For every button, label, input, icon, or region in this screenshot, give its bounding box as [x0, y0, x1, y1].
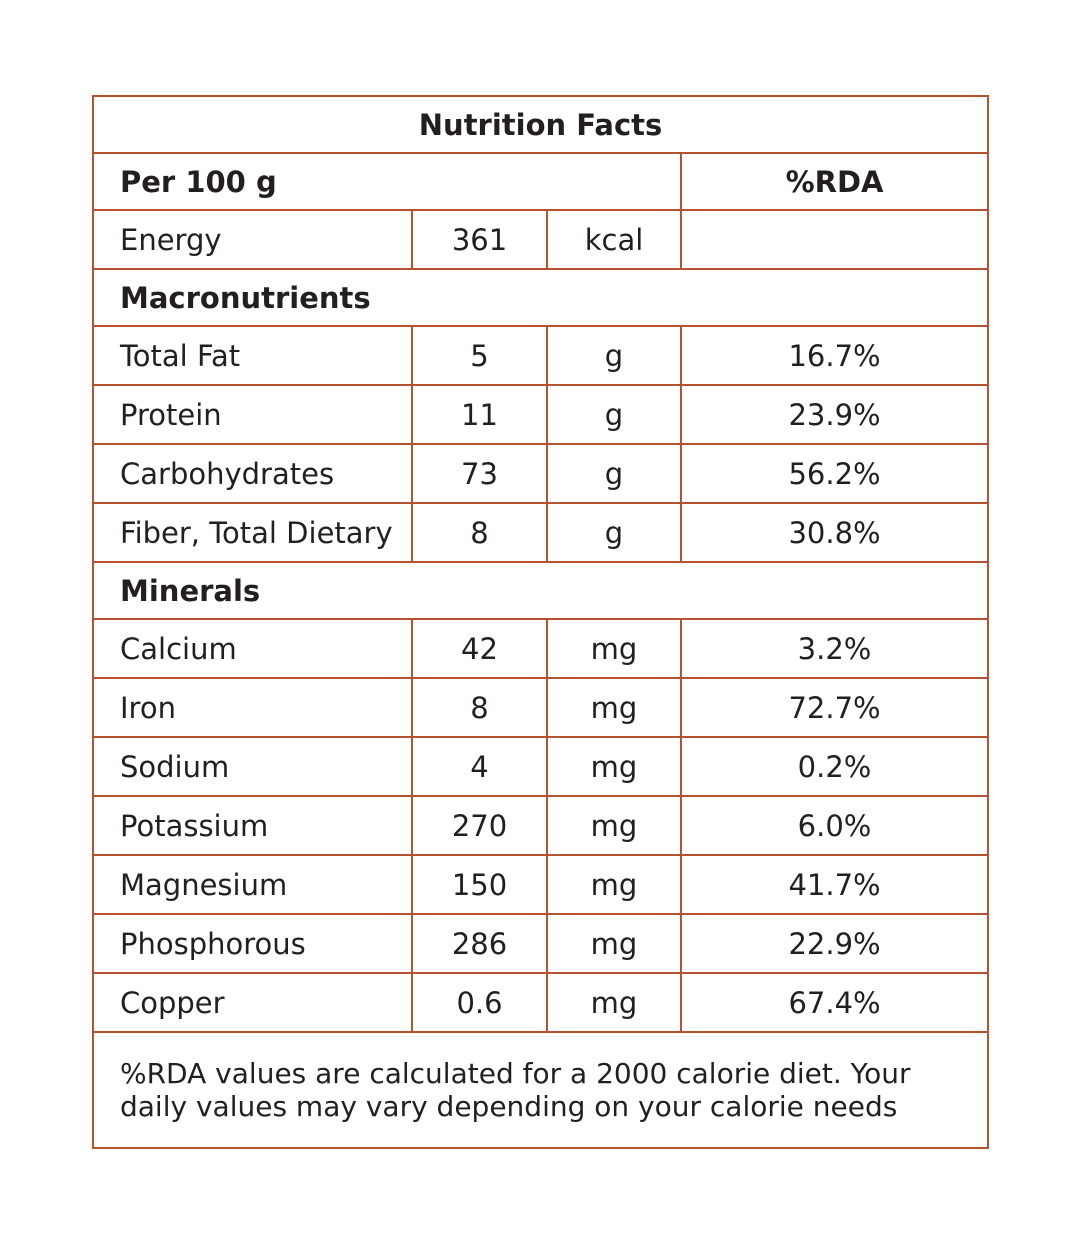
rda: 41.7%: [679, 854, 990, 915]
nutrient-name: Carbohydrates: [92, 443, 413, 504]
nutrient-name: Calcium: [92, 618, 413, 679]
header-row: Per 100 g %RDA: [92, 152, 990, 211]
nutrient-name: Protein: [92, 384, 413, 445]
nutrient-name: Phosphorous: [92, 913, 413, 974]
per-label: Per 100 g: [92, 152, 682, 211]
section-title: Minerals: [91, 561, 990, 620]
nutrient-name: Sodium: [92, 736, 413, 797]
nutrient-row: Calcium 42 mg 3.2%: [92, 618, 990, 679]
nutrient-row: Iron 8 mg 72.7%: [92, 677, 990, 738]
nutrient-name: Fiber, Total Dietary: [92, 502, 413, 563]
nutrient-name: Energy: [92, 209, 413, 270]
unit: mg: [546, 677, 682, 738]
nutrient-name: Copper: [92, 972, 413, 1033]
section-row: Minerals: [91, 561, 990, 620]
nutrient-name: Magnesium: [92, 854, 413, 915]
amount: 8: [411, 502, 548, 563]
rda: 22.9%: [679, 913, 990, 974]
nutrient-name: Potassium: [92, 795, 413, 856]
rda: 72.7%: [679, 677, 990, 738]
nutrient-row: Copper 0.6 mg 67.4%: [92, 972, 990, 1033]
rda: 6.0%: [679, 795, 990, 856]
footnote-row: %RDA values are calculated for a 2000 ca…: [91, 1031, 990, 1149]
amount: 286: [411, 913, 548, 974]
rda: 16.7%: [679, 325, 990, 386]
section-title: Macronutrients: [91, 268, 990, 327]
nutrient-row: Phosphorous 286 mg 22.9%: [92, 913, 990, 974]
nutrient-row: Carbohydrates 73 g 56.2%: [92, 443, 990, 504]
nutrient-row: Potassium 270 mg 6.0%: [92, 795, 990, 856]
unit: mg: [546, 736, 682, 797]
energy-row: Energy 361 kcal: [92, 209, 990, 270]
amount: 11: [411, 384, 548, 445]
unit: mg: [546, 972, 682, 1033]
nutrient-name: Iron: [92, 677, 413, 738]
empty-cell: [679, 209, 990, 270]
table-title: Nutrition Facts: [91, 95, 990, 154]
rda: 23.9%: [679, 384, 990, 445]
unit: mg: [546, 913, 682, 974]
amount: 361: [411, 209, 548, 270]
unit: g: [546, 325, 682, 386]
unit: mg: [546, 618, 682, 679]
amount: 150: [411, 854, 548, 915]
nutrient-row: Fiber, Total Dietary 8 g 30.8%: [92, 502, 990, 563]
nutrition-table: Nutrition Facts Per 100 g %RDA Energy 36…: [91, 95, 990, 1149]
amount: 8: [411, 677, 548, 738]
unit: g: [546, 443, 682, 504]
unit: mg: [546, 854, 682, 915]
rda-header: %RDA: [679, 152, 990, 211]
amount: 270: [411, 795, 548, 856]
table-body: Nutrition Facts Per 100 g %RDA Energy 36…: [91, 95, 990, 1149]
unit: mg: [546, 795, 682, 856]
nutrient-row: Sodium 4 mg 0.2%: [92, 736, 990, 797]
unit: g: [546, 502, 682, 563]
amount: 5: [411, 325, 548, 386]
nutrient-row: Protein 11 g 23.9%: [92, 384, 990, 445]
amount: 4: [411, 736, 548, 797]
rda: 56.2%: [679, 443, 990, 504]
nutrient-name: Total Fat: [92, 325, 413, 386]
title-row: Nutrition Facts: [91, 95, 990, 154]
nutrient-row: Total Fat 5 g 16.7%: [92, 325, 990, 386]
section-row: Macronutrients: [91, 268, 990, 327]
rda: 30.8%: [679, 502, 990, 563]
rda: 3.2%: [679, 618, 990, 679]
footnote: %RDA values are calculated for a 2000 ca…: [91, 1031, 990, 1149]
unit: kcal: [546, 209, 682, 270]
amount: 0.6: [411, 972, 548, 1033]
unit: g: [546, 384, 682, 445]
amount: 73: [411, 443, 548, 504]
amount: 42: [411, 618, 548, 679]
rda: 0.2%: [679, 736, 990, 797]
rda: 67.4%: [679, 972, 990, 1033]
nutrient-row: Magnesium 150 mg 41.7%: [92, 854, 990, 915]
